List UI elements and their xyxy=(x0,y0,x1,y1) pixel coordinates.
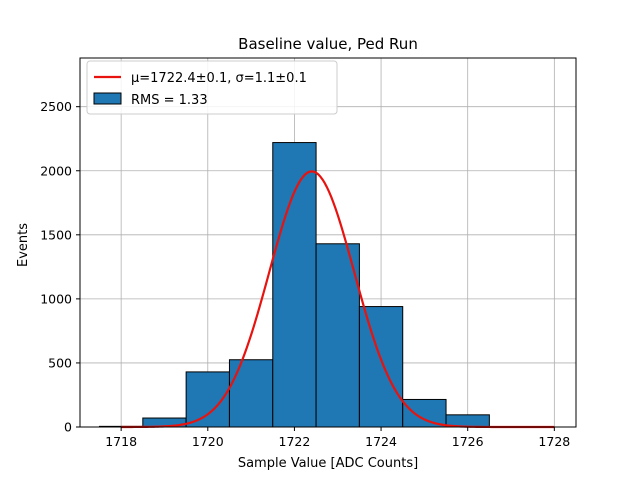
legend: μ=1722.4±0.1, σ=1.1±0.1 RMS = 1.33 xyxy=(86,60,338,115)
x-tick-label: 1728 xyxy=(538,434,570,449)
chart-title: Baseline value, Ped Run xyxy=(238,35,418,53)
histogram-bars xyxy=(98,142,490,428)
x-tick-label: 1720 xyxy=(192,434,224,449)
y-tick-label: 0 xyxy=(64,420,72,435)
x-axis-ticks: 1718 1720 1722 1724 1726 1728 xyxy=(105,427,570,449)
histogram-bar xyxy=(272,142,317,428)
plot-frame xyxy=(79,57,577,428)
y-tick-label: 2000 xyxy=(40,163,72,178)
legend-box xyxy=(86,60,338,115)
y-tick-label: 1000 xyxy=(40,291,72,306)
legend-histogram-swatch xyxy=(93,92,122,105)
y-tick-label: 500 xyxy=(48,355,72,370)
x-tick-label: 1726 xyxy=(452,434,484,449)
x-tick-label: 1724 xyxy=(365,434,397,449)
legend-histogram-label: RMS = 1.33 xyxy=(131,93,208,108)
histogram-bar xyxy=(228,359,274,428)
y-tick-label: 1500 xyxy=(40,227,72,242)
histogram-bar xyxy=(358,306,404,428)
y-tick-label: 2500 xyxy=(40,99,72,114)
y-axis-ticks: 0 500 1000 1500 2000 2500 xyxy=(40,99,80,435)
y-axis-label: Events xyxy=(16,223,31,267)
x-tick-label: 1718 xyxy=(105,434,137,449)
x-tick-label: 1722 xyxy=(279,434,311,449)
histogram-bar xyxy=(402,398,447,428)
legend-fit-label: μ=1722.4±0.1, σ=1.1±0.1 xyxy=(131,71,307,86)
x-axis-label: Sample Value [ADC Counts] xyxy=(238,456,418,471)
